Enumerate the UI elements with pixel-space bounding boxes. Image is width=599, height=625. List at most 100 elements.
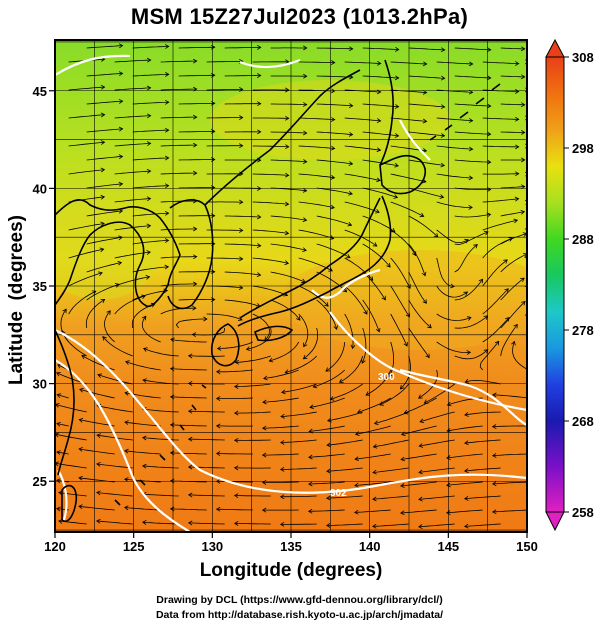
streamline-arrowhead bbox=[193, 86, 198, 92]
streamline-arrowhead bbox=[257, 129, 262, 135]
streamline bbox=[86, 156, 123, 161]
streamline bbox=[96, 520, 133, 525]
streamline-arrowhead bbox=[376, 89, 382, 95]
streamline-arrowhead bbox=[256, 243, 262, 248]
streamline bbox=[419, 411, 455, 423]
streamline-arrowhead bbox=[464, 495, 469, 501]
streamline-arrowhead bbox=[468, 89, 474, 95]
streamline-arrowhead bbox=[211, 297, 216, 302]
streamline bbox=[160, 200, 197, 203]
streamline bbox=[142, 493, 179, 497]
streamline-arrowhead bbox=[464, 378, 470, 384]
streamline-arrowhead bbox=[118, 126, 124, 132]
x-tick-label: 120 bbox=[44, 539, 66, 554]
streamline bbox=[316, 271, 347, 293]
streamline bbox=[68, 86, 105, 91]
streamline bbox=[404, 397, 437, 414]
streamline bbox=[454, 244, 478, 273]
streamline-arrowhead bbox=[376, 177, 381, 183]
streamline-arrowhead bbox=[102, 336, 107, 341]
streamline bbox=[55, 404, 87, 413]
streamline-arrowhead bbox=[363, 310, 368, 315]
streamline bbox=[216, 508, 253, 511]
credits: Drawing by DCL (https://www.gfd-dennou.o… bbox=[0, 593, 599, 623]
streamline bbox=[170, 508, 207, 511]
streamline bbox=[298, 313, 309, 347]
streamline bbox=[68, 141, 105, 147]
streamline-arrowhead bbox=[309, 404, 314, 410]
streamline-arrowhead bbox=[405, 312, 410, 318]
streamline-arrowhead bbox=[142, 347, 148, 352]
streamline-arrowhead bbox=[203, 316, 208, 322]
coastline-ryukyu bbox=[114, 384, 207, 506]
streamline-arrowhead bbox=[233, 410, 239, 416]
streamline bbox=[454, 279, 483, 301]
streamline-arrowhead bbox=[446, 428, 451, 433]
streamline-arrowhead bbox=[446, 482, 451, 488]
streamline bbox=[142, 408, 179, 413]
isotherm bbox=[239, 58, 301, 69]
streamline bbox=[114, 198, 151, 203]
streamline-arrowhead bbox=[521, 157, 526, 163]
streamline bbox=[372, 523, 409, 527]
streamline bbox=[252, 257, 289, 264]
streamline-arrowhead bbox=[492, 509, 497, 515]
streamline bbox=[206, 117, 243, 119]
streamline-arrowhead bbox=[280, 440, 285, 445]
streamline-arrowhead bbox=[142, 378, 147, 383]
streamline bbox=[263, 369, 299, 379]
streamline-arrowhead bbox=[330, 204, 335, 210]
streamline bbox=[178, 159, 215, 161]
streamline-arrowhead bbox=[394, 133, 400, 138]
streamline-arrowhead bbox=[99, 247, 105, 253]
streamline-arrowhead bbox=[146, 250, 151, 255]
streamline bbox=[170, 338, 207, 343]
streamline-arrowhead bbox=[164, 264, 170, 270]
streamline-arrowhead bbox=[169, 506, 175, 512]
streamline bbox=[68, 290, 96, 315]
streamline-arrowhead bbox=[393, 194, 399, 199]
streamline-arrowhead bbox=[118, 43, 124, 49]
warm-patch bbox=[280, 250, 527, 350]
streamline-arrowhead bbox=[446, 401, 452, 407]
streamline bbox=[56, 423, 69, 427]
streamline bbox=[285, 355, 317, 373]
streamline-arrowhead bbox=[187, 353, 193, 359]
streamline bbox=[160, 116, 197, 119]
streamline-arrowhead bbox=[464, 468, 469, 474]
streamline bbox=[362, 47, 399, 50]
coastline-korea bbox=[167, 199, 214, 310]
streamline bbox=[400, 509, 437, 514]
streamline-arrowhead bbox=[118, 98, 124, 104]
streamline-arrowhead bbox=[302, 354, 308, 360]
streamline-arrowhead bbox=[239, 199, 244, 205]
streamline bbox=[269, 341, 300, 362]
streamline-arrowhead bbox=[515, 88, 520, 94]
streamline-arrowhead bbox=[233, 521, 239, 526]
streamline bbox=[298, 89, 335, 92]
streamline-arrowhead bbox=[256, 272, 262, 277]
streamline-arrowhead bbox=[354, 482, 359, 488]
streamline bbox=[178, 102, 215, 105]
streamline bbox=[362, 187, 398, 198]
streamline-arrowhead bbox=[348, 103, 354, 108]
streamline bbox=[86, 100, 123, 105]
streamline bbox=[252, 313, 270, 341]
streamline-arrowhead bbox=[372, 469, 377, 475]
streamline-arrowhead bbox=[406, 284, 411, 289]
streamline bbox=[390, 61, 427, 65]
streamline-arrowhead bbox=[308, 428, 313, 434]
streamline-arrowhead bbox=[233, 465, 239, 471]
streamline bbox=[454, 159, 491, 163]
streamline-arrowhead bbox=[338, 378, 344, 383]
streamline bbox=[436, 117, 473, 122]
streamline bbox=[68, 272, 103, 287]
streamline-arrowhead bbox=[100, 112, 106, 118]
streamline bbox=[280, 467, 317, 470]
streamline bbox=[234, 495, 271, 497]
streamline bbox=[464, 495, 501, 500]
streamline-arrowhead bbox=[79, 387, 84, 393]
streamline bbox=[68, 248, 104, 259]
streamline bbox=[424, 383, 455, 404]
colorbar-tick-label: 298 bbox=[572, 141, 594, 156]
